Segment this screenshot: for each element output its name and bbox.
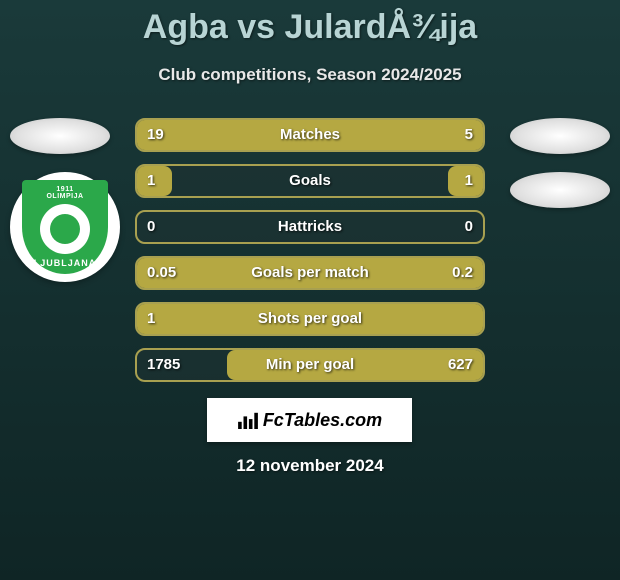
club-name-bottom: LJUBLJANA	[34, 258, 97, 268]
player2-country-badge	[510, 118, 610, 154]
stat-bar: 1785 Min per goal 627	[135, 348, 485, 382]
player1-country-badge	[10, 118, 110, 154]
player2-club-badge	[510, 172, 610, 208]
stat-bar: 0.05 Goals per match 0.2	[135, 256, 485, 290]
player1-club-badge: 1911 OLIMPIJA LJUBLJANA	[10, 172, 120, 282]
stat-value-right: 1	[465, 172, 473, 189]
stat-value-left: 1	[147, 172, 155, 189]
chart-icon	[237, 411, 259, 429]
stat-bar: 19 Matches 5	[135, 118, 485, 152]
stat-bar-fill-right	[431, 120, 483, 150]
stat-value-right: 627	[448, 356, 473, 373]
stat-label: Goals	[289, 172, 331, 189]
stat-bar: 1 Shots per goal	[135, 302, 485, 336]
left-player-badges: 1911 OLIMPIJA LJUBLJANA	[10, 118, 120, 282]
logo-text: FcTables.com	[263, 410, 382, 431]
stat-value-left: 0	[147, 218, 155, 235]
club-name-top: OLIMPIJA	[46, 193, 83, 200]
page-title: Agba vs JulardÅ¾ija	[0, 0, 620, 47]
stat-label: Matches	[280, 126, 340, 143]
stat-label: Min per goal	[266, 356, 354, 373]
stat-value-left: 0.05	[147, 264, 176, 281]
stat-value-right: 0	[465, 218, 473, 235]
stat-value-left: 1785	[147, 356, 180, 373]
right-player-badges	[510, 118, 610, 226]
stat-label: Goals per match	[251, 264, 369, 281]
stat-value-right: 0.2	[452, 264, 473, 281]
fctables-logo[interactable]: FcTables.com	[207, 398, 412, 442]
stat-label: Shots per goal	[258, 310, 362, 327]
stat-bar: 0 Hattricks 0	[135, 210, 485, 244]
stat-bar: 1 Goals 1	[135, 164, 485, 198]
stats-container: 19 Matches 5 1 Goals 1 0 Hattricks 0 0.05 Goals pe…	[135, 118, 485, 394]
stat-label: Hattricks	[278, 218, 342, 235]
club-shield: 1911 OLIMPIJA LJUBLJANA	[22, 180, 108, 274]
club-year: 1911	[56, 186, 73, 193]
stat-value-left: 19	[147, 126, 164, 143]
subtitle: Club competitions, Season 2024/2025	[0, 65, 620, 85]
stat-value-right: 5	[465, 126, 473, 143]
date-label: 12 november 2024	[236, 456, 383, 476]
club-emblem-circle	[40, 204, 90, 254]
stat-value-left: 1	[147, 310, 155, 327]
